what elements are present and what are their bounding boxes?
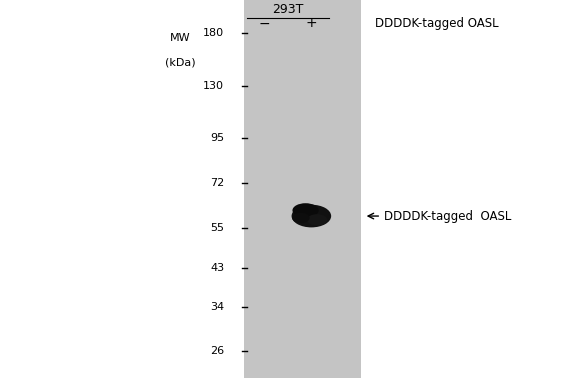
Text: 26: 26 [210, 345, 224, 356]
Ellipse shape [292, 203, 318, 218]
Bar [244, 0, 361, 378]
Text: 34: 34 [210, 302, 224, 311]
Text: 55: 55 [210, 223, 224, 232]
Ellipse shape [292, 205, 331, 228]
Text: MW: MW [170, 33, 191, 43]
Text: 180: 180 [203, 28, 224, 38]
Ellipse shape [292, 213, 310, 223]
Text: 72: 72 [210, 178, 224, 188]
Ellipse shape [307, 214, 327, 226]
Text: +: + [306, 16, 317, 31]
Text: (kDa): (kDa) [165, 58, 196, 68]
Text: DDDDK-tagged  OASL: DDDDK-tagged OASL [384, 209, 512, 223]
Text: 130: 130 [203, 81, 224, 91]
Text: DDDDK-tagged OASL: DDDDK-tagged OASL [375, 17, 499, 30]
Text: 95: 95 [210, 133, 224, 143]
Text: −: − [259, 16, 271, 31]
Text: 293T: 293T [272, 3, 304, 16]
Text: 43: 43 [210, 263, 224, 273]
